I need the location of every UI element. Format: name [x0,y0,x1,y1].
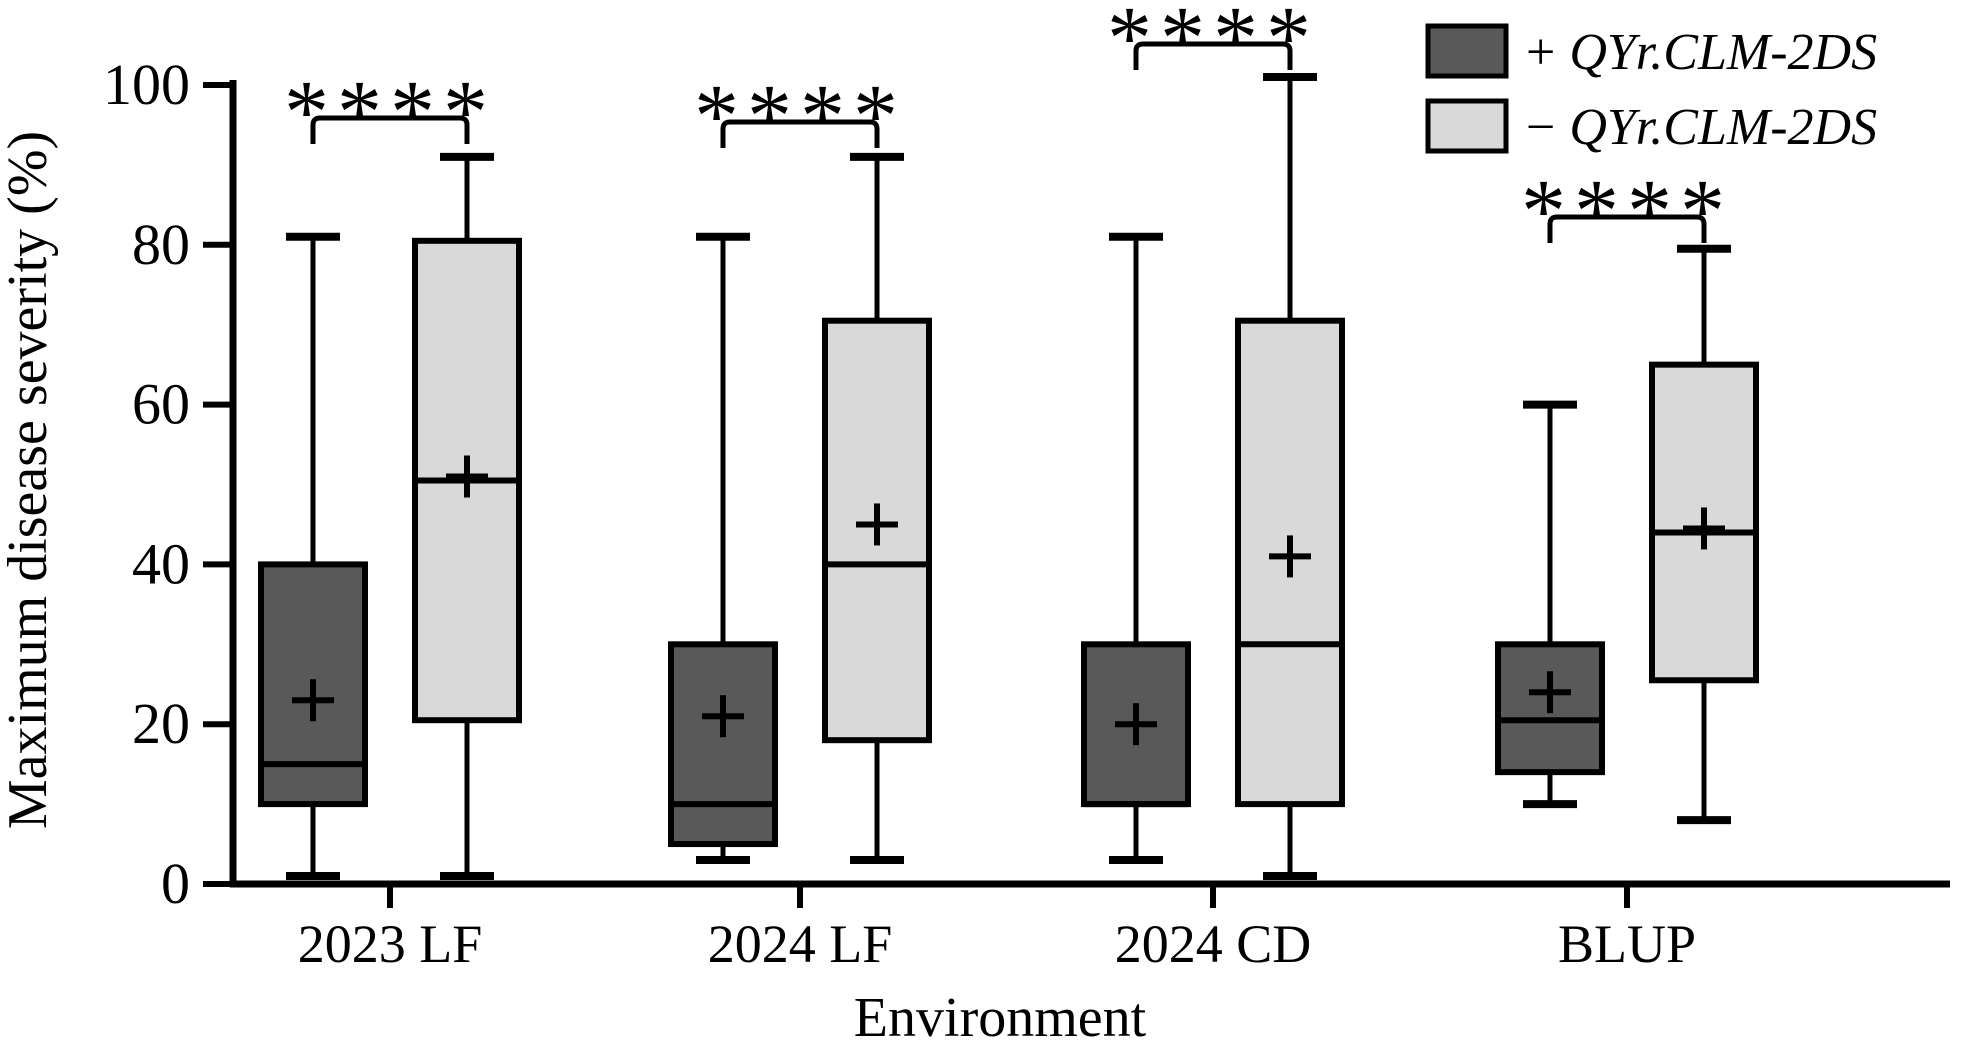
significance-label: **** [694,67,906,166]
x-axis-category-label: BLUP [1558,914,1696,974]
x-axis-category-label: 2023 LF [298,914,483,974]
y-axis-tick-label: 60 [132,372,190,437]
legend-label-minus-gene: QYr.CLM-2DS [1569,99,1877,156]
boxplot-plus-2023-lf [258,232,368,881]
significance-bracket [310,115,470,144]
boxplot-plus-2024-lf [668,232,778,865]
legend-label-plus-gene: QYr.CLM-2DS [1569,24,1877,81]
y-axis-tick-label: 80 [132,212,190,277]
legend-entry-plus-qyr: + QYr.CLM-2DS [1526,24,1877,81]
significance-bracket [1133,41,1293,70]
significance-brackets: **** **** **** **** [284,0,1733,261]
x-axis-category-label: 2024 CD [1115,914,1312,974]
y-axis-tick-label: 20 [132,691,190,756]
iqr-box [668,641,778,848]
legend-sign-plus: + [1526,24,1555,81]
axes [229,80,1950,888]
legend-swatch-minus-qyr [1425,98,1509,154]
y-axis-tick-label: 40 [132,531,190,596]
boxplot-plus-blup [1495,400,1605,809]
y-axis-tick-label: 100 [103,52,190,117]
boxplot-minus-blup [1649,244,1759,825]
significance-label: **** [284,63,496,162]
x-axis-ticks: 2023 LF 2024 LF 2024 CD BLUP [298,887,1696,974]
boxplot-minus-2024-lf [822,152,932,865]
significance-label: **** [1521,162,1733,261]
legend-sign-minus: − [1526,99,1555,156]
boxplot-minus-2024-cd [1235,73,1345,881]
significance-label: **** [1107,0,1319,88]
y-axis-tick-label: 0 [161,851,190,916]
x-axis-title: Environment [854,987,1147,1049]
legend-swatch-plus-qyr [1425,23,1509,79]
legend: + QYr.CLM-2DS − QYr.CLM-2DS [1425,23,1877,156]
y-axis-title: Maximum disease severity (%) [0,131,59,829]
significance-bracket [720,119,880,148]
legend-entry-minus-qyr: − QYr.CLM-2DS [1526,99,1877,156]
box-plots [258,73,1759,881]
y-axis-ticks: 0 20 40 60 80 100 [103,52,233,916]
boxplot-plus-2024-cd [1081,232,1191,865]
x-axis-category-label: 2024 LF [708,914,893,974]
significance-bracket [1547,214,1707,243]
boxplot-minus-2023-lf [412,152,522,881]
